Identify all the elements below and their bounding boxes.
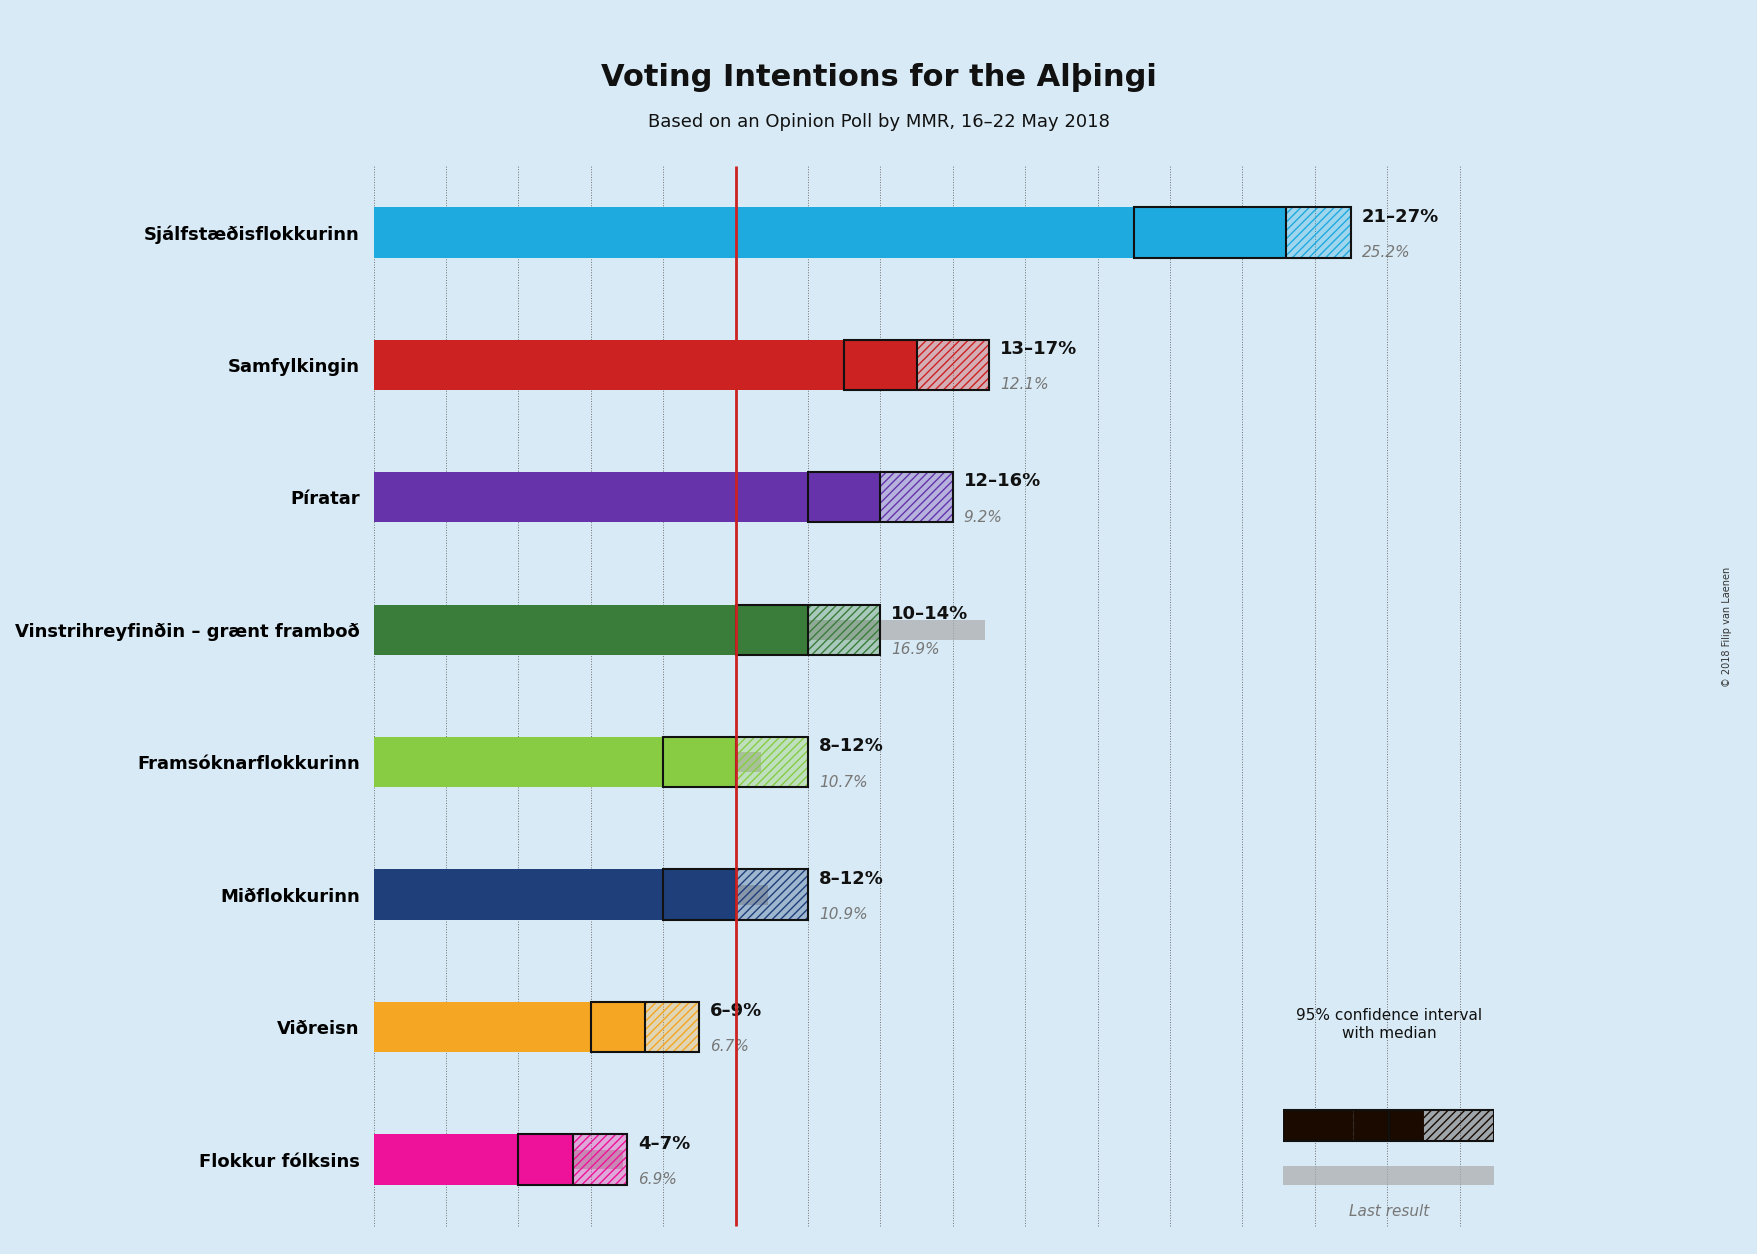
Text: 21–27%: 21–27% xyxy=(1362,207,1439,226)
Text: Voting Intentions for the Alþingi: Voting Intentions for the Alþingi xyxy=(601,63,1156,92)
Bar xyxy=(880,473,952,523)
Bar xyxy=(734,869,808,919)
Bar xyxy=(374,752,761,772)
Bar xyxy=(808,604,880,655)
Bar xyxy=(880,473,952,523)
Bar xyxy=(734,737,808,788)
Bar xyxy=(374,1150,624,1170)
Bar xyxy=(1421,1110,1493,1141)
Text: Based on an Opinion Poll by MMR, 16–22 May 2018: Based on an Opinion Poll by MMR, 16–22 M… xyxy=(648,113,1109,130)
Bar xyxy=(374,619,986,640)
Text: 9.2%: 9.2% xyxy=(963,509,1001,524)
Bar xyxy=(590,1002,645,1052)
Bar xyxy=(374,604,734,655)
Bar xyxy=(662,737,734,788)
Bar xyxy=(374,1002,590,1052)
Bar xyxy=(374,1135,518,1185)
Bar xyxy=(573,1135,627,1185)
Text: 95% confidence interval
with median: 95% confidence interval with median xyxy=(1295,1008,1481,1041)
Bar xyxy=(374,737,662,788)
Bar xyxy=(734,604,808,655)
Text: 6.7%: 6.7% xyxy=(710,1040,748,1055)
Text: 8–12%: 8–12% xyxy=(819,737,884,755)
Bar xyxy=(374,488,706,507)
Text: 6.9%: 6.9% xyxy=(638,1172,676,1186)
Bar xyxy=(374,222,1284,242)
Bar xyxy=(1283,1110,1353,1141)
Text: 16.9%: 16.9% xyxy=(891,642,940,657)
Bar xyxy=(573,1135,627,1185)
Text: 10.7%: 10.7% xyxy=(819,775,866,790)
Bar xyxy=(1284,207,1351,257)
Bar xyxy=(645,1002,699,1052)
Bar xyxy=(374,473,808,523)
Bar xyxy=(1284,207,1351,257)
Bar xyxy=(374,869,662,919)
Text: 10.9%: 10.9% xyxy=(819,907,866,922)
Text: 6–9%: 6–9% xyxy=(710,1002,763,1021)
Bar xyxy=(734,869,808,919)
Bar xyxy=(1421,1110,1493,1141)
Bar xyxy=(1133,207,1284,257)
Bar xyxy=(662,869,734,919)
Text: 10–14%: 10–14% xyxy=(891,604,968,623)
Bar xyxy=(374,207,1133,257)
Bar xyxy=(1353,1110,1421,1141)
Text: © 2018 Filip van Laenen: © 2018 Filip van Laenen xyxy=(1720,567,1731,687)
Text: 13–17%: 13–17% xyxy=(1000,340,1077,357)
Bar xyxy=(734,737,808,788)
Bar xyxy=(808,604,880,655)
Bar xyxy=(915,340,989,390)
Text: 4–7%: 4–7% xyxy=(638,1135,691,1152)
Text: Last result: Last result xyxy=(1348,1204,1428,1219)
Bar xyxy=(374,340,843,390)
Bar xyxy=(518,1135,573,1185)
Bar xyxy=(374,1017,617,1037)
Bar xyxy=(645,1002,699,1052)
Bar xyxy=(374,355,812,375)
Bar xyxy=(843,340,915,390)
Bar xyxy=(1283,1166,1493,1185)
Text: 25.2%: 25.2% xyxy=(1362,245,1409,260)
Text: 12–16%: 12–16% xyxy=(963,473,1040,490)
Bar xyxy=(808,473,880,523)
Bar xyxy=(915,340,989,390)
Text: 12.1%: 12.1% xyxy=(1000,377,1047,393)
Bar xyxy=(374,885,768,904)
Text: 8–12%: 8–12% xyxy=(819,870,884,888)
